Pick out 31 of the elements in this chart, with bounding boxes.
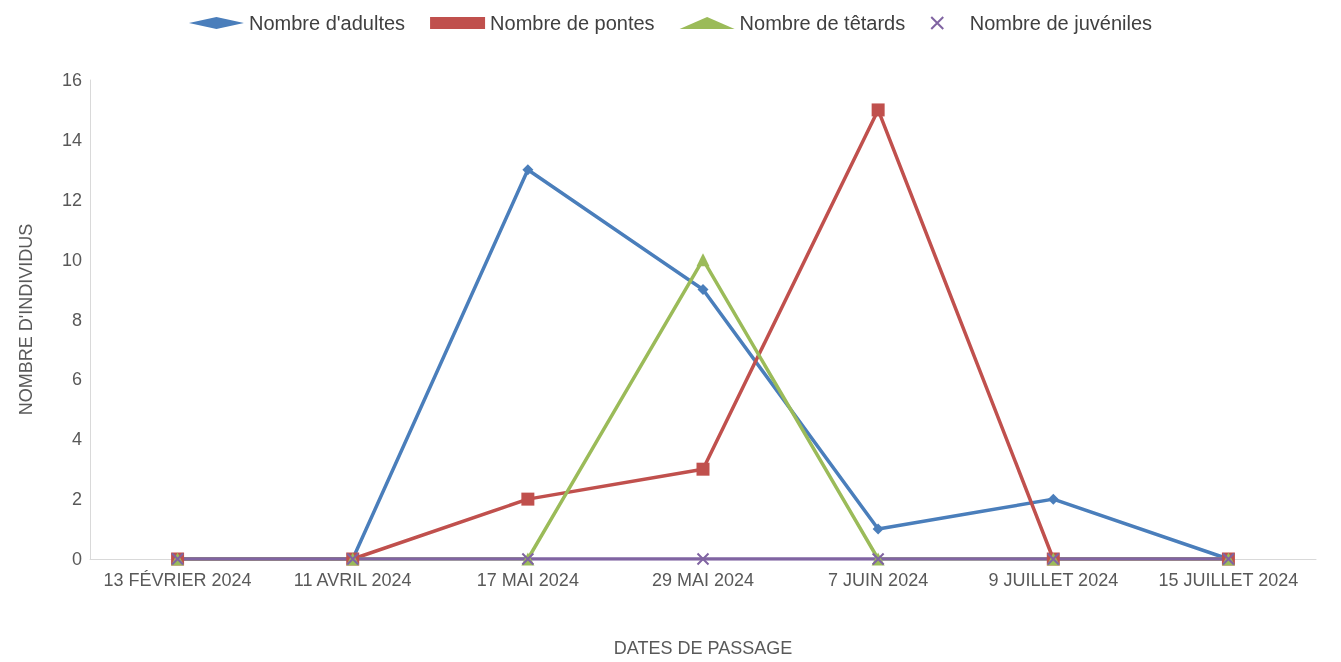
y-tick-label: 2 <box>71 489 82 510</box>
y-tick-label: 16 <box>61 70 82 90</box>
point <box>696 462 710 476</box>
y-tick-label: 4 <box>71 429 82 450</box>
x-tick-label: 29 MAI 2024 <box>651 570 755 590</box>
point <box>1047 493 1059 505</box>
point <box>697 284 709 296</box>
y-tick-label: 8 <box>71 309 82 330</box>
x-tick-label: 13 FÉVRIER 2024 <box>103 570 252 590</box>
y-tick-label: 6 <box>71 369 82 390</box>
y-tick-label: 10 <box>61 249 82 270</box>
x-axis-title: DATES DE PASSAGE <box>613 638 793 658</box>
x-tick-label: 17 MAI 2024 <box>476 570 579 590</box>
x-tick-label: 7 JUIN 2024 <box>828 570 929 590</box>
x-tick-label: 9 JUILLET 2024 <box>988 570 1119 590</box>
legend-label: Nombre d'adultes <box>248 12 406 34</box>
point <box>522 164 534 176</box>
legend-label: Nombre de juvéniles <box>969 12 1153 34</box>
x-tick-label: 11 AVRIL 2024 <box>293 570 412 590</box>
legend-label: Nombre de pontes <box>490 12 655 34</box>
y-tick-label: 0 <box>71 549 82 569</box>
point <box>872 523 884 535</box>
y-axis-title: NOMBRE D'INDIVIDUS <box>16 223 36 416</box>
y-tick-label: 14 <box>61 129 82 150</box>
point <box>871 103 885 117</box>
x-tick-label: 15 JUILLET 2024 <box>1158 570 1299 590</box>
point <box>696 253 710 267</box>
legend-label: Nombre de têtards <box>739 12 906 34</box>
point <box>696 552 710 566</box>
point <box>521 492 535 506</box>
y-tick-label: 12 <box>61 189 82 210</box>
